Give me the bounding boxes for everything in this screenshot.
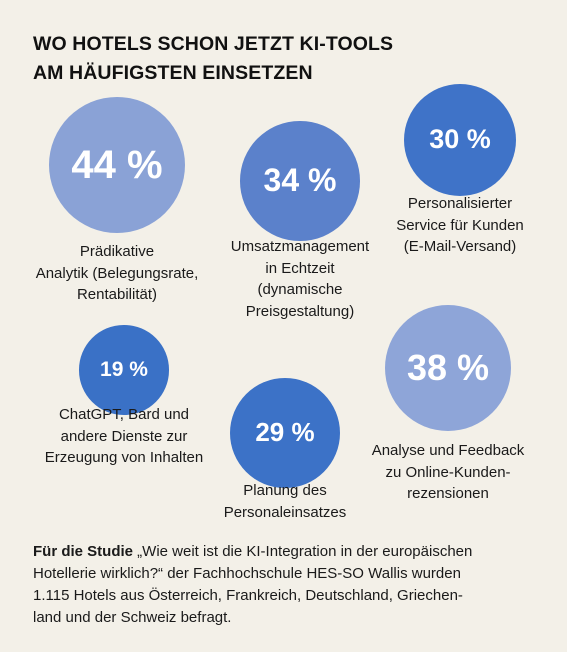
- chart-title-line-2: AM HÄUFIGSTEN EINSETZEN: [33, 62, 313, 84]
- bubble-caption-line: zu Online-Kunden-: [385, 463, 511, 481]
- bubble-personalisierter-service: 30 %: [403, 83, 517, 197]
- bubble-caption-line: Umsatzmanagement: [230, 238, 370, 255]
- bubble-online-rezensionen: 38 %: [384, 304, 512, 432]
- bubble-caption-personalisierter-service: Personalisierter Service für Kunden (E-Mai…: [365, 193, 555, 258]
- bubble-caption-online-rezensionen: Analyse und Feedback zu Online-Kunden-rez…: [343, 440, 553, 505]
- bubble-umsatzmanagement: 34 %: [240, 121, 360, 241]
- bubble-caption-line: Rentabilität): [76, 286, 158, 303]
- bubble-caption-line: Erzeugung von Inhalten: [44, 449, 204, 466]
- study-note-bold: Für die Studie: [33, 543, 134, 560]
- study-note-line-1: Für die Studie „Wie weit ist die KI-Inte…: [33, 541, 543, 563]
- bubble-caption-line: Personalisierter: [407, 195, 513, 212]
- bubble-caption-line: Analytik (Belegungsrate,: [35, 264, 199, 282]
- study-note: Für die Studie „Wie weit ist die KI-Inte…: [33, 541, 543, 629]
- bubble-caption-line: (dynamische: [257, 281, 343, 298]
- bubble-chatgpt: 19 %: [79, 325, 169, 415]
- bubble-caption-line: in Echtzeit: [265, 259, 335, 277]
- bubble-caption-line: Planung des: [243, 482, 327, 499]
- bubble-caption-line: rezensionen: [407, 485, 489, 502]
- bubble-caption-line: andere Dienste zur: [60, 427, 188, 445]
- bubble-caption-praediktive-analytik: Prädikative Analytik (Belegungsrate, Renta…: [12, 241, 222, 306]
- chart-title-line-1: WO HOTELS SCHON JETZT KI-TOOLS: [33, 33, 394, 55]
- bubble-value-label: 19 %: [100, 357, 148, 381]
- bubble-value-label: 34 %: [263, 162, 337, 199]
- bubble-caption-line: (E-Mail-Versand): [403, 238, 517, 255]
- study-note-line-4: land und der Schweiz befragt.: [33, 609, 232, 626]
- bubble-value-label: 29 %: [255, 417, 315, 448]
- bubble-caption-line: ChatGPT, Bard und: [58, 406, 190, 423]
- bubble-caption-personaleinsatz: Planung des Personaleinsatzes: [195, 480, 375, 523]
- bubble-personaleinsatz: 29 %: [229, 377, 341, 489]
- bubble-praediktive-analytik: 44 %: [49, 97, 185, 233]
- bubble-value-label: 38 %: [406, 346, 490, 388]
- bubble-caption-line: Analyse und Feedback: [371, 442, 525, 459]
- bubble-caption-line: Preisgestaltung): [245, 302, 355, 320]
- bubble-caption-line: Service für Kunden: [396, 216, 524, 234]
- bubble-caption-line: Personaleinsatzes: [223, 503, 347, 521]
- chart-title: WO HOTELS SCHON JETZT KI-TOOLS AM HÄUFIG…: [33, 30, 393, 88]
- bubble-caption-chatgpt: ChatGPT, Bard und andere Dienste zur Erzeu…: [14, 404, 234, 469]
- study-note-line-1-rest: „Wie weit ist die KI-Integration in der …: [133, 543, 473, 560]
- bubble-value-label: 30 %: [429, 124, 491, 155]
- study-note-line-3: 1.115 Hotels aus Österreich, Frankreich,…: [33, 587, 463, 604]
- bubble-caption-line: Prädikative: [79, 243, 155, 260]
- bubble-value-label: 44 %: [71, 142, 163, 187]
- bubble-caption-umsatzmanagement: Umsatzmanagement in Echtzeit (dynamische Pr…: [205, 236, 395, 322]
- study-note-line-2: Hotellerie wirklich?“ der Fachhochschule…: [33, 565, 461, 582]
